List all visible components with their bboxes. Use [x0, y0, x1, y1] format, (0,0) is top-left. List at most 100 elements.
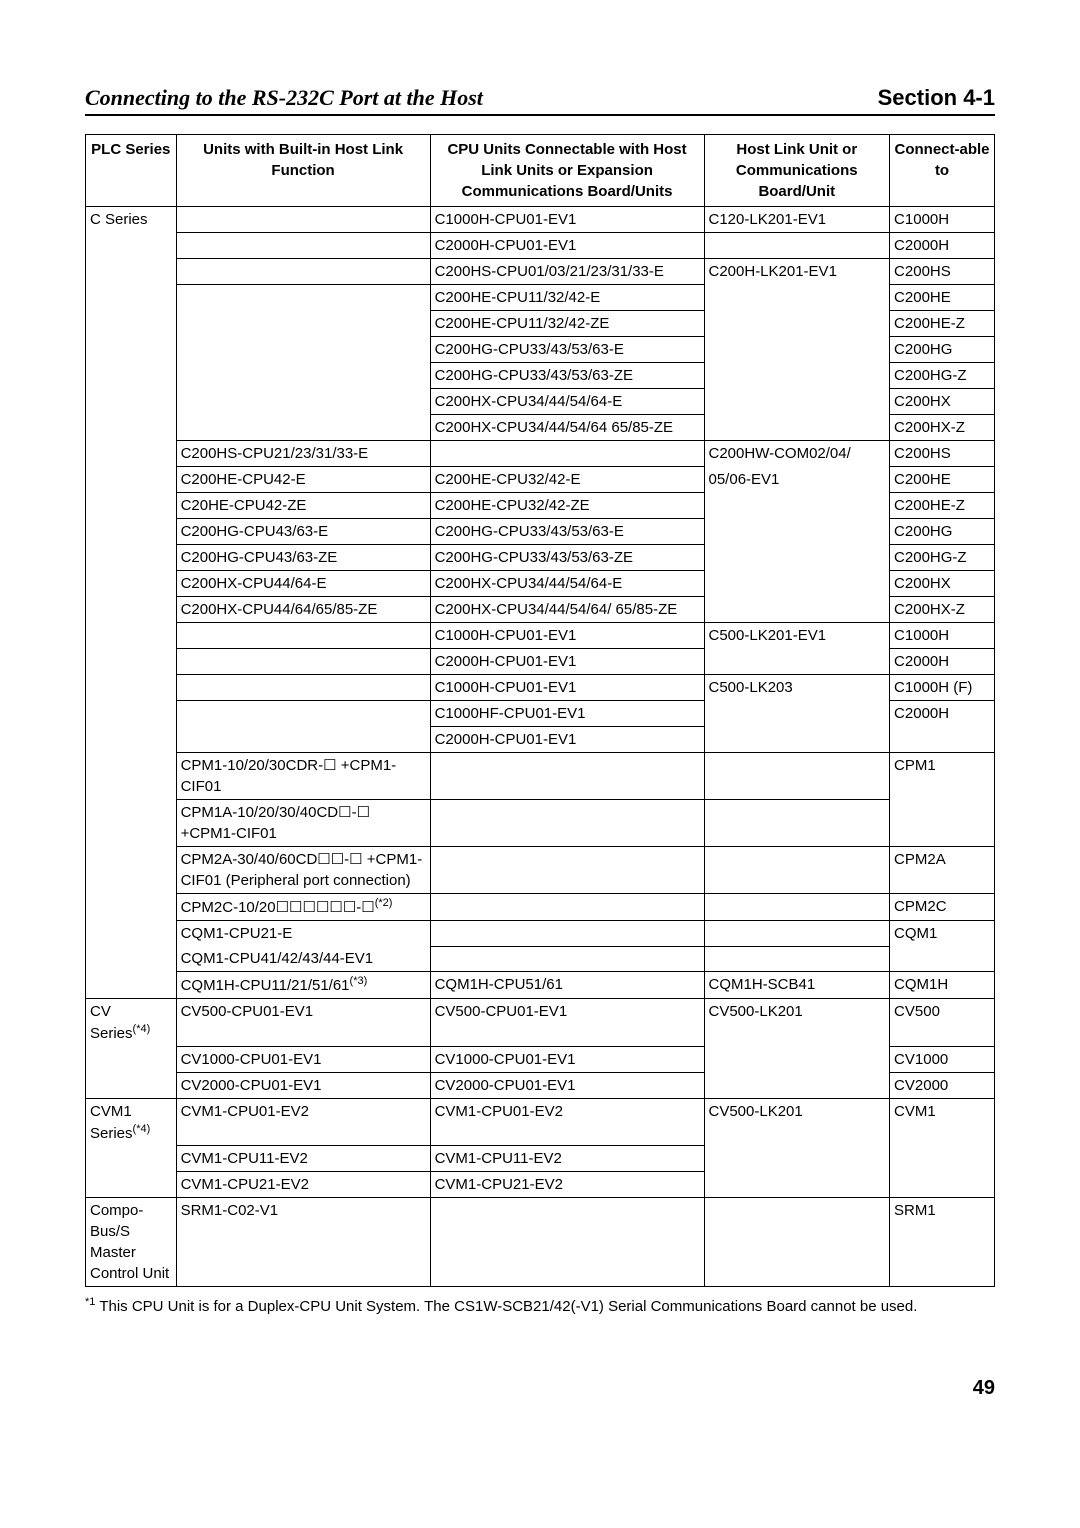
cell-conn: CV500 [890, 999, 995, 1047]
cell-units: CPM1-10/20/30CDR-☐ +CPM1-CIF01 [176, 753, 430, 800]
cell-cpu: CV2000-CPU01-EV1 [430, 1072, 704, 1098]
cell-units: CQM1-CPU41/42/43/44-EV1 [176, 946, 430, 972]
cell-units: C200HX-CPU44/64-E [176, 571, 430, 597]
cell-units: CPM1A-10/20/30/40CD☐-☐ +CPM1-CIF01 [176, 800, 430, 847]
table-row: C200HX-CPU44/64-EC200HX-CPU34/44/54/64-E… [86, 571, 995, 597]
cell-plc [86, 493, 177, 519]
cell-conn: CQM1 [890, 921, 995, 947]
cell-plc [86, 701, 177, 727]
cell-host [704, 753, 890, 800]
cell-plc [86, 649, 177, 675]
table-row: CPM2A-30/40/60CD☐☐-☐ +CPM1-CIF01 (Periph… [86, 847, 995, 894]
cell-plc: C Series [86, 207, 177, 233]
cell-host [704, 946, 890, 972]
cell-plc [86, 1146, 177, 1172]
table-row: C200HE-CPU42-EC200HE-CPU32/42-E05/06-EV1… [86, 467, 995, 493]
cell-plc [86, 441, 177, 467]
cell-host [704, 571, 890, 597]
cell-units: C20HE-CPU42-ZE [176, 493, 430, 519]
cell-plc [86, 946, 177, 972]
cell-host [704, 389, 890, 415]
cell-conn: C2000H [890, 233, 995, 259]
cell-host: CV500-LK201 [704, 1098, 890, 1146]
cell-units: C200HE-CPU42-E [176, 467, 430, 493]
cell-conn: C200HG [890, 519, 995, 545]
cell-host [704, 1072, 890, 1098]
cell-host [704, 1198, 890, 1287]
page-number: 49 [85, 1377, 995, 1400]
cell-units: CV1000-CPU01-EV1 [176, 1046, 430, 1072]
cell-units: CPM2A-30/40/60CD☐☐-☐ +CPM1-CIF01 (Periph… [176, 847, 430, 894]
cell-units [176, 207, 430, 233]
table-row: CVM1-CPU11-EV2CVM1-CPU11-EV2 [86, 1146, 995, 1172]
cell-conn: C200HE [890, 285, 995, 311]
cell-conn: C200HE [890, 467, 995, 493]
cell-units [176, 675, 430, 701]
cell-host [704, 847, 890, 894]
cell-cpu: CV1000-CPU01-EV1 [430, 1046, 704, 1072]
cell-host [704, 363, 890, 389]
cell-cpu [430, 441, 704, 467]
plc-table: PLC Series Units with Built-in Host Link… [85, 134, 995, 1287]
cell-conn: C200HS [890, 259, 995, 285]
cell-plc: CV Series(*4) [86, 999, 177, 1047]
cell-units [176, 415, 430, 441]
table-row: C2000H-CPU01-EV1C2000H [86, 649, 995, 675]
cell-conn: SRM1 [890, 1198, 995, 1287]
cell-conn [890, 800, 995, 847]
cell-plc [86, 727, 177, 753]
table-row: C200HG-CPU43/63-ZEC200HG-CPU33/43/53/63-… [86, 545, 995, 571]
cell-plc [86, 972, 177, 999]
cell-units [176, 311, 430, 337]
cell-cpu: C200HX-CPU34/44/54/64-E [430, 571, 704, 597]
table-header-row: PLC Series Units with Built-in Host Link… [86, 135, 995, 207]
cell-conn [890, 1146, 995, 1172]
table-row: C200HG-CPU33/43/53/63-ZEC200HG-Z [86, 363, 995, 389]
cell-host [704, 649, 890, 675]
cell-plc [86, 389, 177, 415]
cell-conn: C200HX-Z [890, 597, 995, 623]
cell-plc [86, 363, 177, 389]
cell-host [704, 285, 890, 311]
cell-conn: CV1000 [890, 1046, 995, 1072]
cell-host [704, 233, 890, 259]
cell-host [704, 415, 890, 441]
cell-cpu: C1000H-CPU01-EV1 [430, 675, 704, 701]
cell-units [176, 337, 430, 363]
cell-units: C200HX-CPU44/64/65/85-ZE [176, 597, 430, 623]
cell-host: C120-LK201-EV1 [704, 207, 890, 233]
table-row: C SeriesC1000H-CPU01-EV1C120-LK201-EV1C1… [86, 207, 995, 233]
table-row: CQM1-CPU41/42/43/44-EV1 [86, 946, 995, 972]
cell-host [704, 701, 890, 727]
cell-conn: C200HE-Z [890, 311, 995, 337]
cell-host [704, 519, 890, 545]
cell-host [704, 1146, 890, 1172]
table-row: CQM1H-CPU11/21/51/61(*3)CQM1H-CPU51/61CQ… [86, 972, 995, 999]
cell-plc [86, 675, 177, 701]
table-row: C20HE-CPU42-ZEC200HE-CPU32/42-ZEC200HE-Z [86, 493, 995, 519]
table-row: C1000H-CPU01-EV1C500-LK203C1000H (F) [86, 675, 995, 701]
table-row: C2000H-CPU01-EV1C2000H [86, 233, 995, 259]
cell-host [704, 921, 890, 947]
page-header: Connecting to the RS-232C Port at the Ho… [85, 85, 995, 116]
cell-units: CQM1-CPU21-E [176, 921, 430, 947]
table-row: C200HX-CPU44/64/65/85-ZEC200HX-CPU34/44/… [86, 597, 995, 623]
cell-plc [86, 1172, 177, 1198]
cell-host: C500-LK203 [704, 675, 890, 701]
cell-plc [86, 519, 177, 545]
cell-cpu: C200HX-CPU34/44/54/64-E [430, 389, 704, 415]
cell-cpu: C2000H-CPU01-EV1 [430, 649, 704, 675]
cell-conn [890, 727, 995, 753]
cell-cpu: C200HG-CPU33/43/53/63-E [430, 337, 704, 363]
table-row: C200HG-CPU43/63-EC200HG-CPU33/43/53/63-E… [86, 519, 995, 545]
cell-cpu: CVM1-CPU21-EV2 [430, 1172, 704, 1198]
cell-conn: C200HX-Z [890, 415, 995, 441]
cell-plc [86, 571, 177, 597]
cell-cpu: CVM1-CPU11-EV2 [430, 1146, 704, 1172]
cell-plc [86, 753, 177, 800]
cell-plc [86, 597, 177, 623]
table-row: CV1000-CPU01-EV1CV1000-CPU01-EV1 CV1000 [86, 1046, 995, 1072]
cell-cpu: C1000HF-CPU01-EV1 [430, 701, 704, 727]
cell-plc [86, 847, 177, 894]
cell-host: C200HW-COM02/04/ [704, 441, 890, 467]
